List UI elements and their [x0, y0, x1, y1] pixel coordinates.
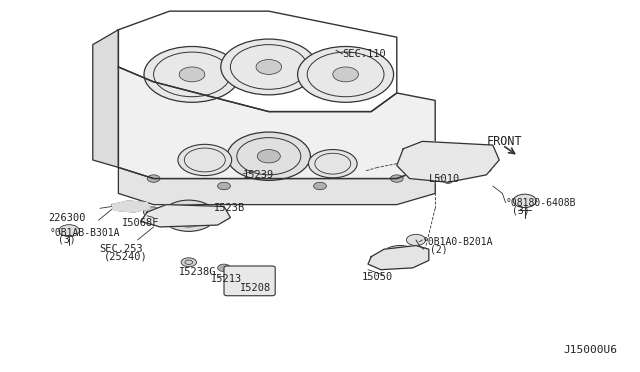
Circle shape	[513, 194, 536, 208]
Circle shape	[244, 278, 255, 284]
Text: (25240): (25240)	[104, 252, 148, 262]
Text: 15239: 15239	[243, 170, 275, 180]
Text: °08180-6408B: °08180-6408B	[506, 198, 576, 208]
Circle shape	[481, 166, 492, 172]
Text: I5208: I5208	[240, 283, 271, 293]
Text: FRONT: FRONT	[486, 135, 522, 148]
Circle shape	[381, 246, 419, 268]
Circle shape	[179, 67, 205, 82]
Circle shape	[406, 234, 426, 246]
Circle shape	[443, 177, 453, 183]
Circle shape	[221, 39, 317, 95]
Circle shape	[395, 254, 405, 260]
Text: I523B: I523B	[214, 203, 246, 213]
Circle shape	[59, 225, 79, 237]
Circle shape	[314, 182, 326, 190]
Circle shape	[162, 200, 216, 231]
Circle shape	[440, 157, 456, 166]
Text: I5213: I5213	[211, 274, 243, 284]
Circle shape	[308, 150, 357, 178]
Text: (2): (2)	[430, 244, 448, 254]
Text: SEC.253: SEC.253	[99, 244, 143, 254]
Circle shape	[404, 166, 415, 172]
Polygon shape	[112, 201, 150, 212]
Polygon shape	[93, 30, 118, 167]
Circle shape	[218, 264, 230, 272]
Polygon shape	[368, 246, 429, 270]
Circle shape	[257, 150, 280, 163]
Circle shape	[218, 182, 230, 190]
FancyBboxPatch shape	[224, 266, 275, 296]
Polygon shape	[397, 141, 499, 182]
Polygon shape	[118, 164, 435, 205]
Circle shape	[256, 60, 282, 74]
Circle shape	[182, 212, 195, 219]
Circle shape	[144, 46, 240, 102]
Text: 226300: 226300	[48, 213, 86, 222]
Circle shape	[416, 143, 480, 180]
Circle shape	[298, 46, 394, 102]
Circle shape	[143, 207, 161, 217]
Circle shape	[227, 132, 310, 180]
Text: (3): (3)	[512, 205, 530, 215]
Circle shape	[147, 175, 160, 182]
Text: °0B1A0-B201A: °0B1A0-B201A	[422, 237, 493, 247]
Text: I5238G: I5238G	[179, 267, 217, 276]
Text: L5010: L5010	[429, 174, 460, 183]
Circle shape	[181, 258, 196, 267]
Text: 15050: 15050	[362, 272, 393, 282]
Polygon shape	[118, 67, 435, 179]
Circle shape	[390, 175, 403, 182]
Text: SEC.110: SEC.110	[342, 49, 386, 59]
Text: I5068F: I5068F	[122, 218, 159, 228]
Circle shape	[333, 67, 358, 82]
Polygon shape	[141, 205, 230, 227]
Circle shape	[178, 144, 232, 176]
Text: (3): (3)	[58, 235, 76, 245]
Text: J15000U6: J15000U6	[563, 345, 617, 355]
Text: °0B1AB-B301A: °0B1AB-B301A	[50, 228, 120, 237]
